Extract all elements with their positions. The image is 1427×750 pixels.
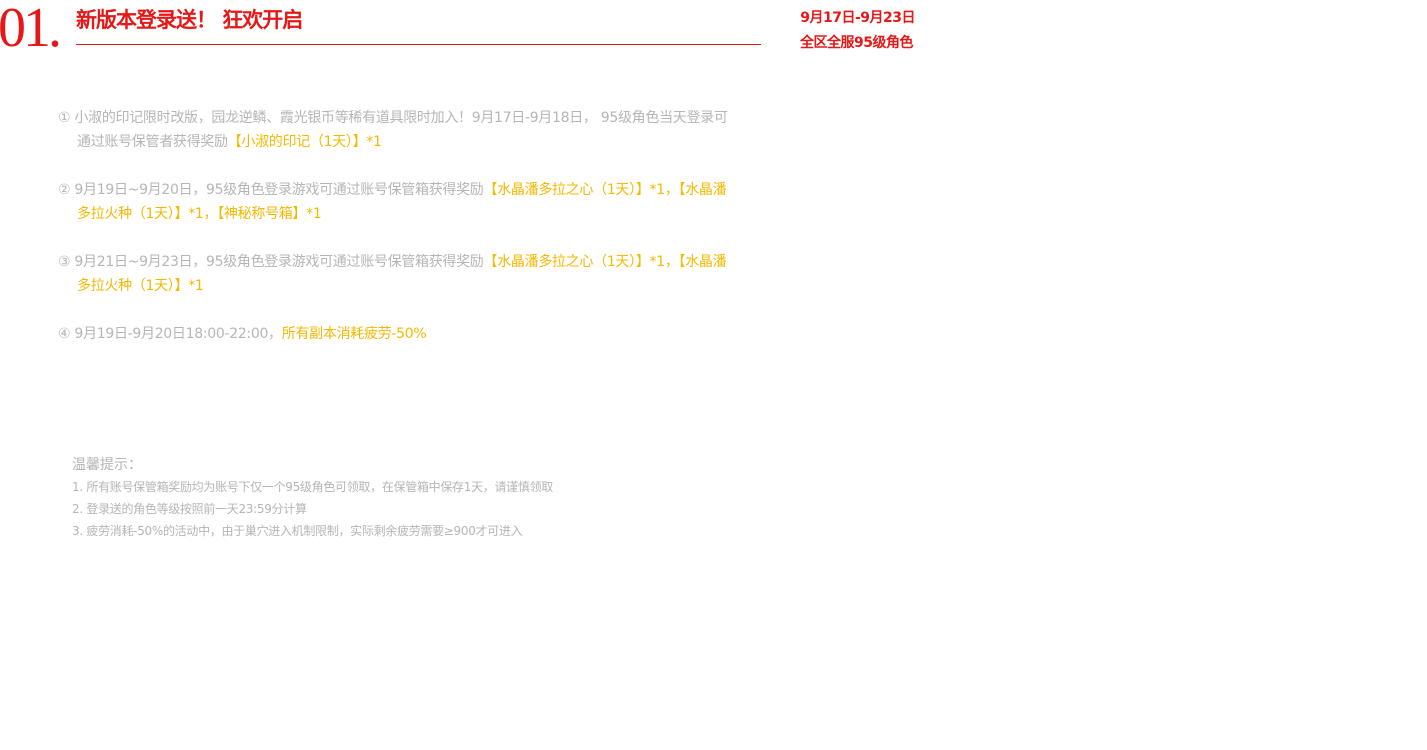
item-reward: 【水晶潘多拉之心（1天）】*1，【水晶潘多拉火种（1天）】*1，【神秘称号箱】*…: [77, 182, 727, 222]
tips-section: 温馨提示： 1. 所有账号保管箱奖励均为账号下仅一个95级角色可领取，在保管箱中…: [72, 454, 553, 542]
event-item: ① 小淑的印记限时改版，园龙逆鳞、霞光银币等稀有道具限时加入！9月17日-9月1…: [58, 106, 738, 154]
section-number: 01.: [0, 0, 62, 59]
event-item: ④ 9月19日-9月20日18:00-22:00，所有副本消耗疲劳-50%: [58, 322, 738, 346]
item-text: 9月19日-9月20日18:00-22:00，: [74, 326, 282, 342]
event-item: ② 9月19日~9月20日，95级角色登录游戏可通过账号保管箱获得奖励【水晶潘多…: [58, 178, 738, 226]
event-items: ① 小淑的印记限时改版，园龙逆鳞、霞光银币等稀有道具限时加入！9月17日-9月1…: [58, 106, 738, 370]
tips-heading: 温馨提示：: [72, 457, 142, 473]
tip-line: 3. 疲劳消耗-50%的活动中，由于巢穴进入机制限制，实际剩余疲劳需要≥900才…: [72, 524, 523, 538]
item-text: 小淑的印记限时改版，园龙逆鳞、霞光银币等稀有道具限时加入！9月17日-9月18日…: [74, 110, 728, 150]
item-marker: ②: [58, 182, 71, 198]
tip-line: 1. 所有账号保管箱奖励均为账号下仅一个95级角色可领取，在保管箱中保存1天，请…: [72, 480, 553, 494]
event-scope: 全区全服95级角色: [800, 35, 913, 51]
item-text: 9月19日~9月20日，95级角色登录游戏可通过账号保管箱获得奖励: [74, 182, 484, 198]
event-date: 9月17日-9月23日: [800, 10, 915, 26]
item-text: 9月21日~9月23日，95级角色登录游戏可通过账号保管箱获得奖励: [74, 254, 484, 270]
item-reward: 【水晶潘多拉之心（1天）】*1，【水晶潘多拉火种（1天）】*1: [77, 254, 727, 294]
title-divider: [76, 44, 761, 45]
tip-line: 2. 登录送的角色等级按照前一天23:59分计算: [72, 502, 307, 516]
page-title: 新版本登录送！ 狂欢开启: [76, 8, 303, 32]
item-reward: 【小淑的印记（1天）】*1: [227, 134, 382, 150]
item-reward: 所有副本消耗疲劳-50%: [281, 326, 427, 342]
item-marker: ④: [58, 326, 71, 342]
event-item: ③ 9月21日~9月23日，95级角色登录游戏可通过账号保管箱获得奖励【水晶潘多…: [58, 250, 738, 298]
item-marker: ③: [58, 254, 71, 270]
item-marker: ①: [58, 110, 71, 126]
